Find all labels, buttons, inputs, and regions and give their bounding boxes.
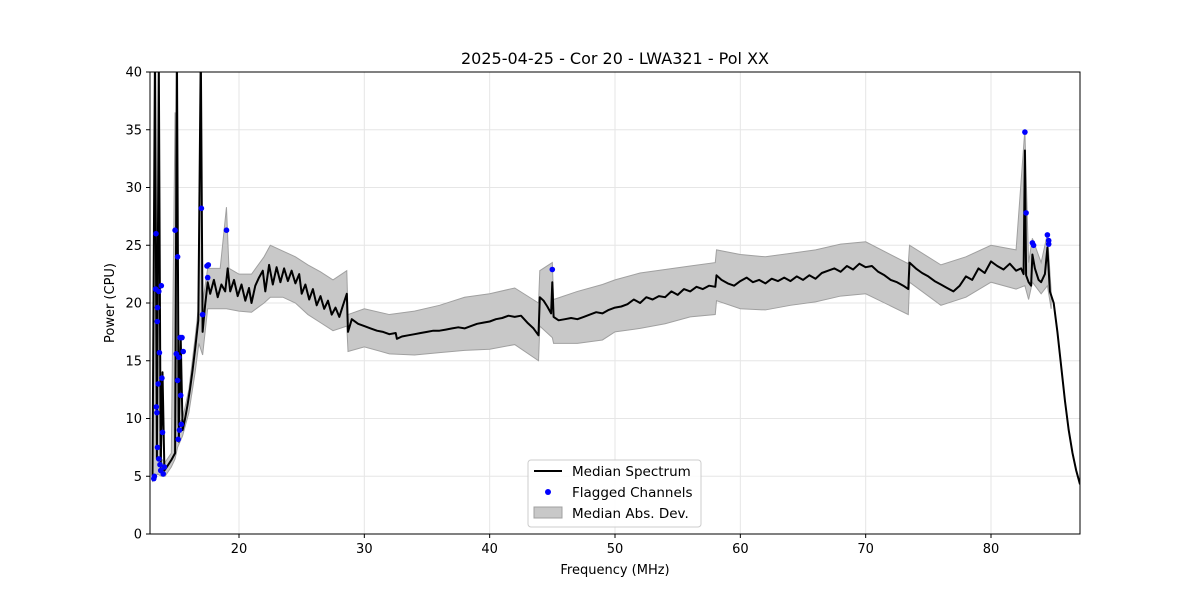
flagged-channel-point xyxy=(160,471,166,477)
y-tick-label: 25 xyxy=(125,239,142,254)
y-tick-label: 10 xyxy=(125,412,142,427)
y-tick-label: 20 xyxy=(125,297,142,312)
flagged-channel-point xyxy=(157,461,163,468)
median-line-layer xyxy=(151,72,1080,485)
flagged-channel-point xyxy=(198,205,205,212)
flagged-channel-point xyxy=(180,348,186,355)
flagged-channel-point xyxy=(1022,129,1028,135)
y-tick-label: 5 xyxy=(134,470,142,485)
flagged-channel-point xyxy=(156,456,162,462)
legend-median-label: Median Spectrum xyxy=(572,464,691,480)
mad-band-layer xyxy=(152,72,1052,483)
flagged-channel-point xyxy=(1045,241,1052,247)
flagged-channel-point xyxy=(161,464,168,470)
flagged-channel-point xyxy=(174,253,181,260)
legend-flagged-swatch xyxy=(545,489,551,495)
flagged-channel-point xyxy=(199,311,206,318)
median-spectrum-line xyxy=(151,72,1080,485)
flagged-channel-point xyxy=(178,421,185,428)
flagged-channel-point xyxy=(174,377,181,384)
y-tick-label: 15 xyxy=(125,354,142,369)
x-tick-label: 50 xyxy=(607,542,624,557)
flagged-channel-point xyxy=(156,349,163,356)
legend-box xyxy=(527,459,702,528)
flagged-channel-point xyxy=(159,375,165,381)
x-tick-label: 80 xyxy=(983,542,1000,557)
plot-area xyxy=(151,72,1080,485)
x-tick-label: 70 xyxy=(857,542,874,557)
flagged-channel-point xyxy=(1023,210,1029,216)
y-tick-label: 30 xyxy=(125,181,142,196)
flagged-channel-point xyxy=(176,427,183,433)
flagged-channel-point xyxy=(154,444,161,451)
flagged-channel-point xyxy=(223,227,230,233)
x-axis: 20 30 40 50 60 70 80 xyxy=(231,534,1000,557)
y-tick-label: 0 xyxy=(134,528,142,543)
x-tick-label: 20 xyxy=(231,542,248,557)
legend-flagged-label: Flagged Channels xyxy=(572,485,693,501)
chart-title: 2025-04-25 - Cor 20 - LWA321 - Pol XX xyxy=(461,49,769,68)
flagged-channel-point xyxy=(154,318,161,325)
flagged-channel-point xyxy=(204,274,211,281)
flagged-channel-point xyxy=(158,282,165,289)
flagged-channel-point xyxy=(176,354,182,361)
flagged-channel-point xyxy=(154,409,160,416)
flagged-points-layer xyxy=(151,129,1052,482)
flagged-channel-point xyxy=(177,392,184,399)
y-axis: 0 5 10 15 20 25 30 35 40 xyxy=(125,66,150,543)
flagged-channel-point xyxy=(175,436,181,443)
legend-mad-label: Median Abs. Dev. xyxy=(572,506,689,522)
flagged-channel-point xyxy=(151,473,158,480)
flagged-channel-point xyxy=(154,304,161,311)
flagged-channel-point xyxy=(205,262,212,268)
flagged-channel-point xyxy=(1030,242,1037,249)
flagged-channel-point xyxy=(156,288,162,295)
legend-mad-swatch xyxy=(533,506,563,519)
x-tick-label: 40 xyxy=(481,542,498,557)
flagged-channel-point xyxy=(549,266,556,273)
y-tick-label: 40 xyxy=(125,66,142,81)
flagged-channel-point xyxy=(179,334,185,341)
x-tick-label: 30 xyxy=(356,542,373,557)
y-axis-label: Power (CPU) xyxy=(103,263,118,343)
flagged-channel-point xyxy=(153,404,160,410)
x-tick-label: 60 xyxy=(732,542,749,557)
flagged-channel-point xyxy=(159,429,166,436)
mad-band xyxy=(152,72,1052,483)
flagged-channel-point xyxy=(172,227,178,233)
legend: Median Spectrum Flagged Channels Median … xyxy=(527,459,702,528)
flagged-channel-point xyxy=(153,230,159,237)
y-tick-label: 35 xyxy=(125,123,142,138)
flagged-channel-point xyxy=(1044,232,1051,238)
flagged-channel-point xyxy=(155,381,161,387)
x-axis-label: Frequency (MHz) xyxy=(560,563,669,578)
